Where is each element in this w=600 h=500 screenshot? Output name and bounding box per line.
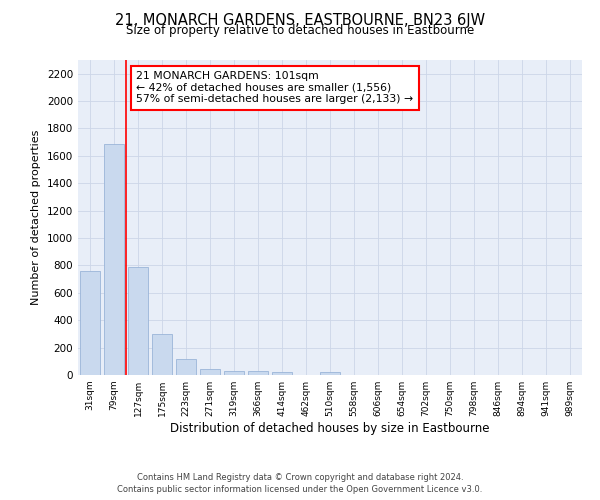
Text: Size of property relative to detached houses in Eastbourne: Size of property relative to detached ho… [126, 24, 474, 37]
Bar [128, 267, 148, 375]
Bar [320, 372, 340, 375]
Text: 21, MONARCH GARDENS, EASTBOURNE, BN23 6JW: 21, MONARCH GARDENS, EASTBOURNE, BN23 6J… [115, 12, 485, 28]
Bar [104, 144, 124, 375]
Text: Contains HM Land Registry data © Crown copyright and database right 2024.
Contai: Contains HM Land Registry data © Crown c… [118, 473, 482, 494]
Text: 21 MONARCH GARDENS: 101sqm
← 42% of detached houses are smaller (1,556)
57% of s: 21 MONARCH GARDENS: 101sqm ← 42% of deta… [136, 71, 413, 104]
Bar [248, 371, 268, 375]
Bar [272, 372, 292, 375]
Y-axis label: Number of detached properties: Number of detached properties [31, 130, 41, 305]
Bar [152, 334, 172, 375]
Bar [80, 271, 100, 375]
Bar [200, 369, 220, 375]
Bar [224, 371, 244, 375]
X-axis label: Distribution of detached houses by size in Eastbourne: Distribution of detached houses by size … [170, 422, 490, 435]
Bar [176, 359, 196, 375]
